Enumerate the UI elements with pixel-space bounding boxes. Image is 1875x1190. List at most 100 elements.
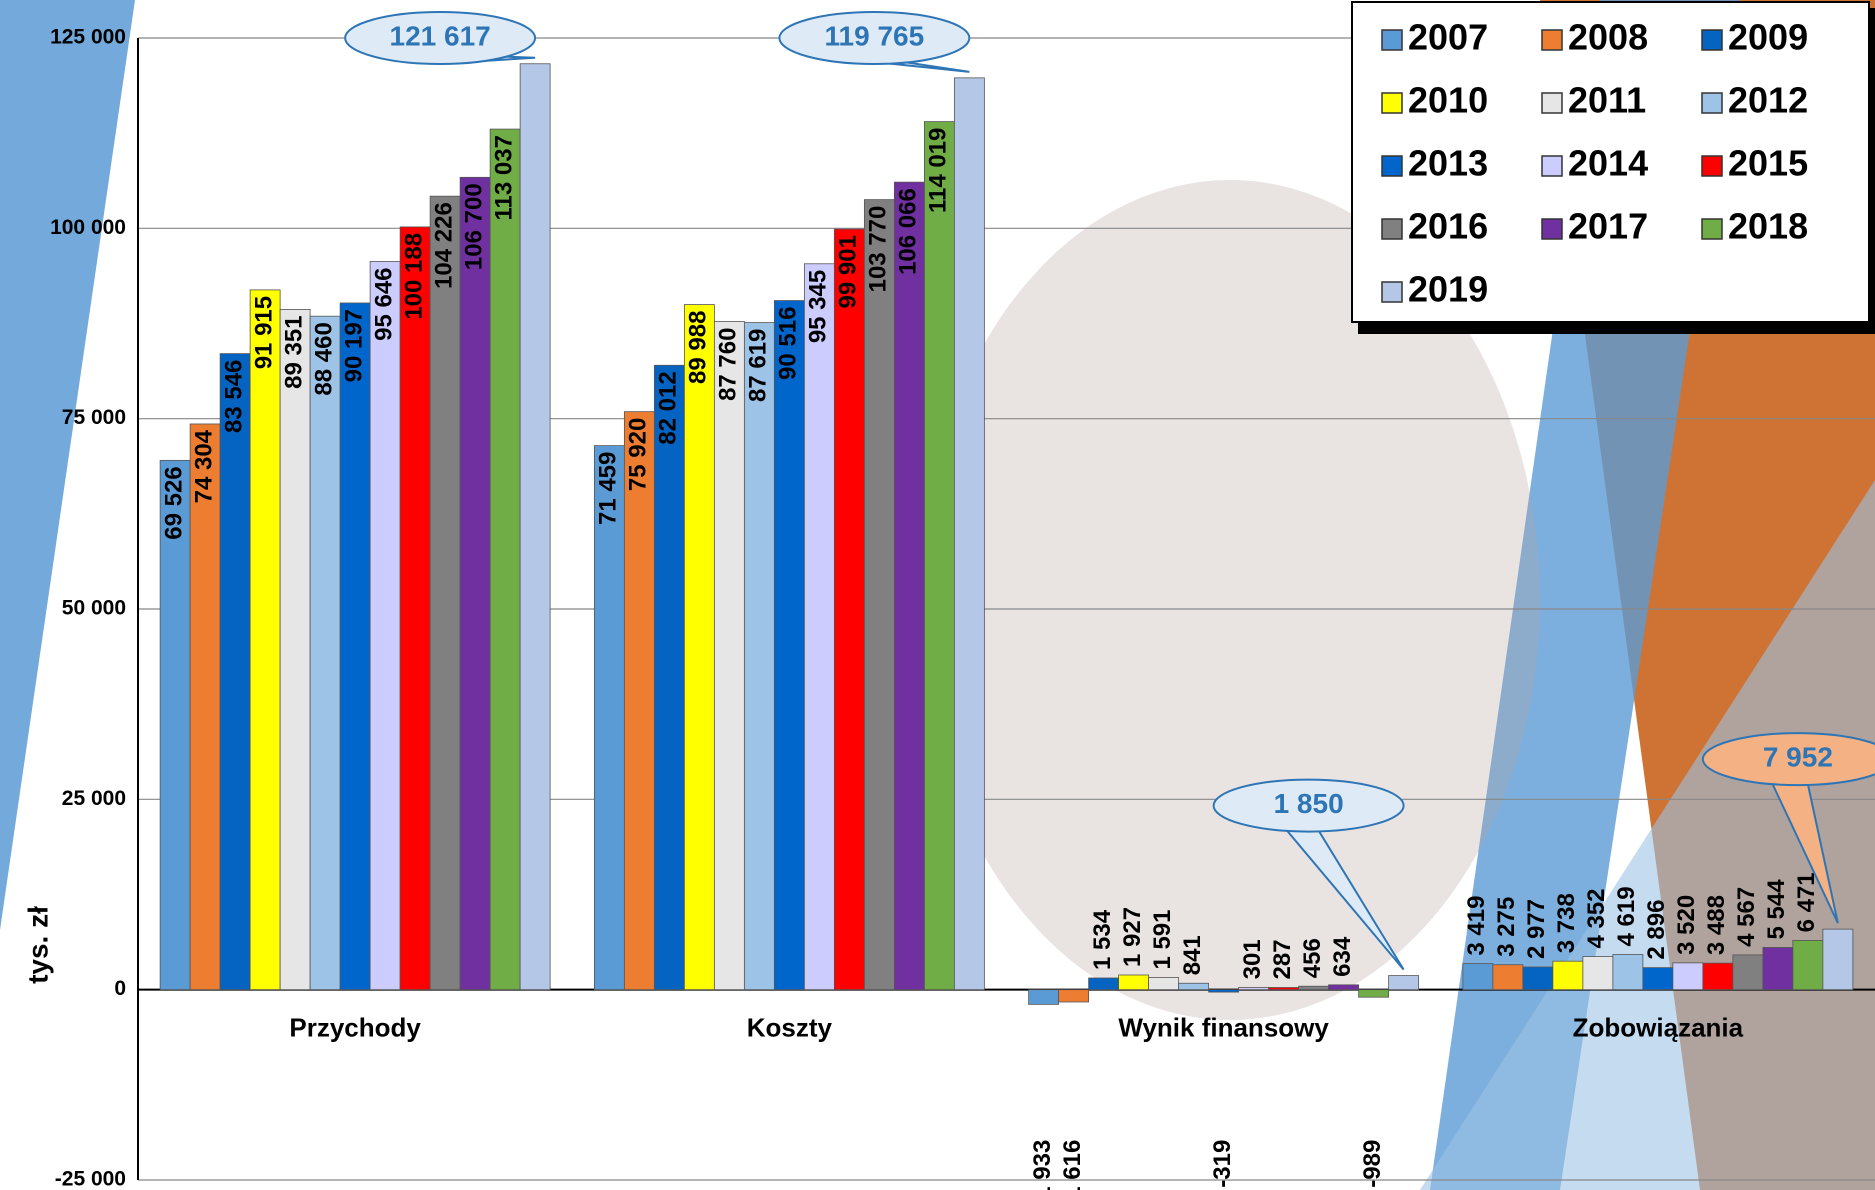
data-label: 113 037 [490,135,517,220]
data-label: 89 988 [685,311,712,384]
legend [1351,1,1870,323]
bar [1612,954,1644,991]
legend-swatch [1381,92,1403,114]
legend-swatch [1541,92,1563,114]
data-label: 456 [1299,938,1326,978]
data-label: 90 197 [340,309,367,382]
bar [1388,975,1420,991]
bar [1792,940,1824,991]
bar [863,199,895,991]
data-label: 4 567 [1733,887,1760,947]
bar [953,77,985,991]
bar [1268,987,1300,991]
data-label: 90 516 [775,307,802,380]
data-label: -1 933 [1029,1140,1056,1190]
bar [1328,984,1360,991]
bar [923,121,955,991]
data-label: 87 760 [715,328,742,401]
legend-swatch [1541,155,1563,177]
legend-swatch [1541,218,1563,240]
data-label: 106 066 [895,188,922,275]
bar [743,322,775,991]
bar [1118,974,1150,991]
legend-label: 2010 [1408,80,1488,121]
callout-label: 7 952 [1763,742,1833,773]
legend-swatch [1701,29,1723,51]
data-label: 3 520 [1673,895,1700,955]
data-label: 103 770 [865,206,892,293]
bar [623,411,655,991]
data-label: 841 [1179,935,1206,975]
bar [713,321,745,991]
data-label: 5 544 [1763,879,1790,940]
legend-swatch [1381,155,1403,177]
bar [249,289,281,991]
bar [1058,989,1090,1003]
data-label: 3 275 [1493,897,1520,957]
y-tick-label: 0 [114,977,126,1000]
bar [1208,989,1240,993]
callout [778,11,971,65]
x-tick-label: Koszty [747,1013,833,1043]
legend-label: 2017 [1568,206,1648,247]
bar [1298,985,1330,991]
bar [1672,962,1704,991]
bar [803,263,835,991]
data-label: 2 896 [1643,900,1670,960]
data-label: 69 526 [160,466,187,539]
data-label: 3 738 [1553,893,1580,953]
bar [369,261,401,991]
data-label: 6 471 [1793,872,1820,932]
data-label: 3 488 [1703,895,1730,955]
bar [1582,956,1614,991]
data-label: 89 351 [280,315,307,388]
bar [189,423,221,991]
bar [1702,962,1734,991]
x-tick-label: Przychody [289,1013,421,1043]
bar [893,181,925,991]
bar [773,300,805,991]
y-tick-label: -25 000 [55,1168,126,1190]
bar [1148,977,1180,991]
y-tick-label: 25 000 [62,787,126,810]
legend-label: 2011 [1568,80,1646,121]
data-label: 74 304 [190,429,217,503]
bar [1238,986,1270,991]
bar [399,226,431,991]
decoration [1420,480,1875,1190]
bar [1028,989,1060,1005]
bar [489,128,521,991]
data-label: -319 [1209,1140,1236,1188]
callout [1212,778,1405,833]
legend-label: 2018 [1728,206,1808,247]
legend-label: 2019 [1408,269,1488,310]
legend-label: 2013 [1408,143,1488,184]
legend-label: 2012 [1728,80,1808,121]
data-label: 301 [1239,939,1266,979]
y-tick-label: 50 000 [62,597,126,620]
legend-swatch [1381,29,1403,51]
bar [653,364,685,991]
data-label: 114 019 [925,128,952,213]
bar [1178,982,1210,991]
bar [1358,989,1390,998]
data-label: 82 012 [655,371,682,444]
legend-label: 2015 [1728,143,1808,184]
data-label: 4 352 [1583,888,1610,948]
data-label: 104 226 [430,202,457,289]
bar [1642,967,1674,991]
bar [1088,977,1120,991]
data-label: 95 646 [370,267,397,340]
legend-label: 2014 [1568,143,1648,184]
y-tick-label: 100 000 [50,216,126,239]
data-label: 71 459 [595,452,622,525]
data-label: 4 619 [1613,886,1640,946]
data-label: 634 [1329,936,1356,977]
bar [219,353,251,991]
x-tick-label: Wynik finansowy [1118,1013,1329,1043]
legend-label: 2008 [1568,17,1648,58]
legend-label: 2016 [1408,206,1488,247]
bar [1462,963,1494,991]
x-tick-label: Zobowiązania [1573,1013,1744,1043]
